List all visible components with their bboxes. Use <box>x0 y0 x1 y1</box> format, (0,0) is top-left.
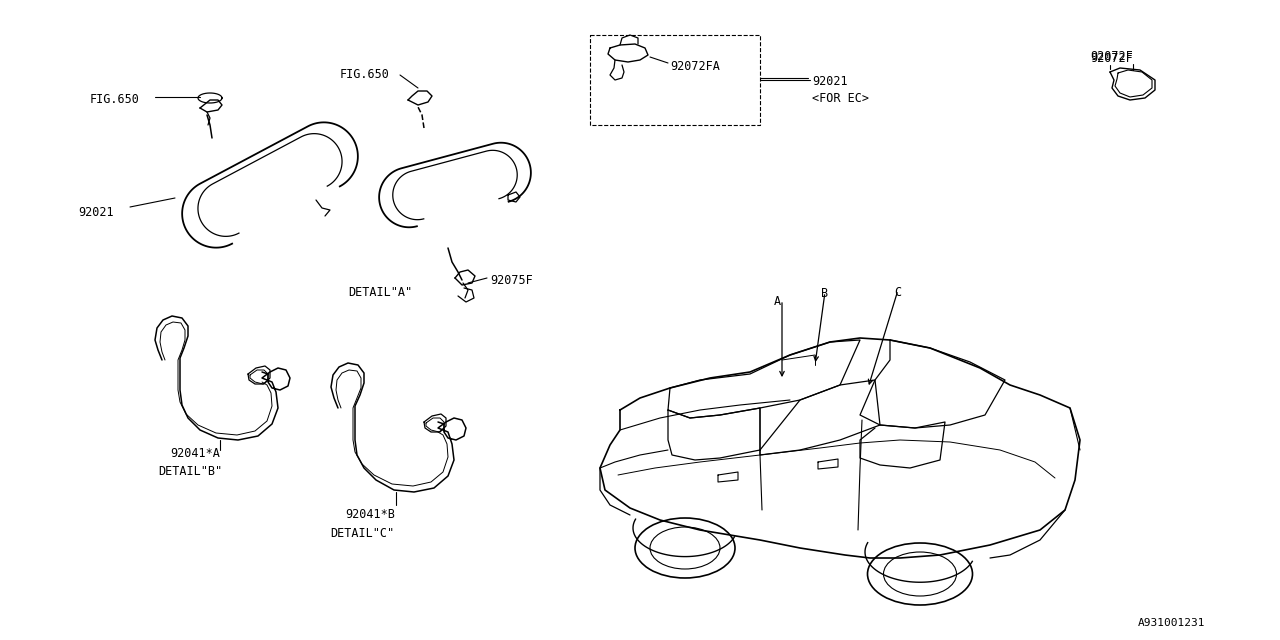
Text: DETAIL"C": DETAIL"C" <box>330 527 394 540</box>
Text: A931001231: A931001231 <box>1138 618 1206 628</box>
Text: 92072F: 92072F <box>1091 52 1133 65</box>
Text: FIG.650: FIG.650 <box>90 93 140 106</box>
Text: 92072FA: 92072FA <box>669 60 719 73</box>
Text: 92072F: 92072F <box>1091 50 1133 63</box>
Text: 92075F: 92075F <box>490 274 532 287</box>
Text: <FOR EC>: <FOR EC> <box>812 92 869 105</box>
Text: DETAIL"B": DETAIL"B" <box>157 465 223 478</box>
Text: 92041*A: 92041*A <box>170 447 220 460</box>
Text: FIG.650: FIG.650 <box>340 68 390 81</box>
Text: A: A <box>774 295 781 308</box>
Text: 92021: 92021 <box>78 206 114 219</box>
Text: B: B <box>820 287 828 300</box>
Text: 92021: 92021 <box>812 75 847 88</box>
Text: C: C <box>893 286 901 299</box>
Text: 92041*B: 92041*B <box>346 508 394 521</box>
Text: DETAIL"A": DETAIL"A" <box>348 286 412 299</box>
